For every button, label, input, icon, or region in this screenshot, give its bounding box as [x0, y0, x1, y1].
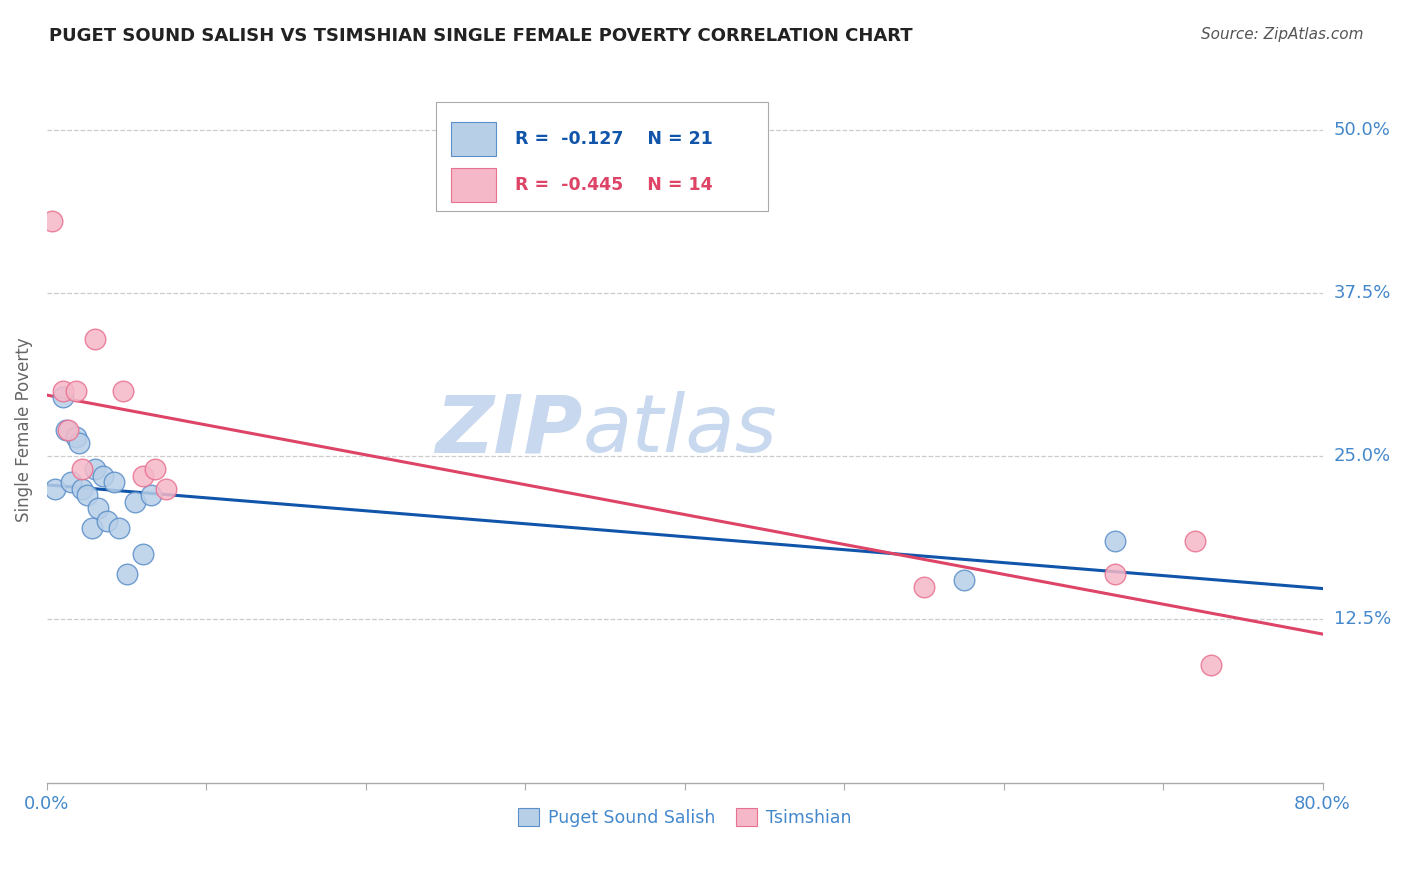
FancyBboxPatch shape [451, 122, 496, 156]
Point [155, 482, 177, 496]
Point [124, 495, 146, 509]
Point [1104, 566, 1126, 581]
Point [1104, 534, 1126, 549]
Point [65, 429, 87, 443]
Point [107, 521, 129, 535]
Text: Source: ZipAtlas.com: Source: ZipAtlas.com [1201, 27, 1364, 42]
Point [52, 391, 75, 405]
Point [59, 475, 82, 490]
Text: 50.0%: 50.0% [1334, 120, 1391, 138]
Point [1199, 658, 1222, 673]
Text: 25.0%: 25.0% [1334, 447, 1391, 466]
Point [65, 384, 87, 398]
Legend: Puget Sound Salish, Tsimshian: Puget Sound Salish, Tsimshian [512, 801, 858, 834]
Point [115, 566, 138, 581]
Text: R =  -0.445    N = 14: R = -0.445 N = 14 [515, 177, 713, 194]
Text: 37.5%: 37.5% [1334, 284, 1391, 301]
Point [96, 515, 118, 529]
Point [103, 475, 125, 490]
Point [41, 214, 63, 228]
Point [67, 436, 90, 450]
Text: 12.5%: 12.5% [1334, 610, 1391, 629]
Point [70, 462, 93, 476]
Text: ZIP: ZIP [436, 391, 582, 469]
Point [112, 384, 135, 398]
FancyBboxPatch shape [436, 102, 768, 211]
Point [56, 423, 79, 437]
Point [55, 423, 77, 437]
Point [83, 332, 105, 346]
Y-axis label: Single Female Poverty: Single Female Poverty [15, 338, 32, 523]
Point [52, 384, 75, 398]
Text: atlas: atlas [582, 391, 778, 469]
Point [912, 580, 935, 594]
Point [1184, 534, 1206, 549]
Point [131, 468, 153, 483]
Point [80, 521, 103, 535]
Text: PUGET SOUND SALISH VS TSIMSHIAN SINGLE FEMALE POVERTY CORRELATION CHART: PUGET SOUND SALISH VS TSIMSHIAN SINGLE F… [49, 27, 912, 45]
Text: R =  -0.127    N = 21: R = -0.127 N = 21 [515, 130, 713, 148]
Point [70, 482, 93, 496]
Point [143, 462, 166, 476]
Point [87, 501, 110, 516]
Point [91, 468, 114, 483]
Point [952, 574, 974, 588]
Point [76, 488, 98, 502]
Point [83, 462, 105, 476]
Point [131, 547, 153, 561]
FancyBboxPatch shape [451, 169, 496, 202]
Point [44, 482, 66, 496]
Point [139, 488, 162, 502]
